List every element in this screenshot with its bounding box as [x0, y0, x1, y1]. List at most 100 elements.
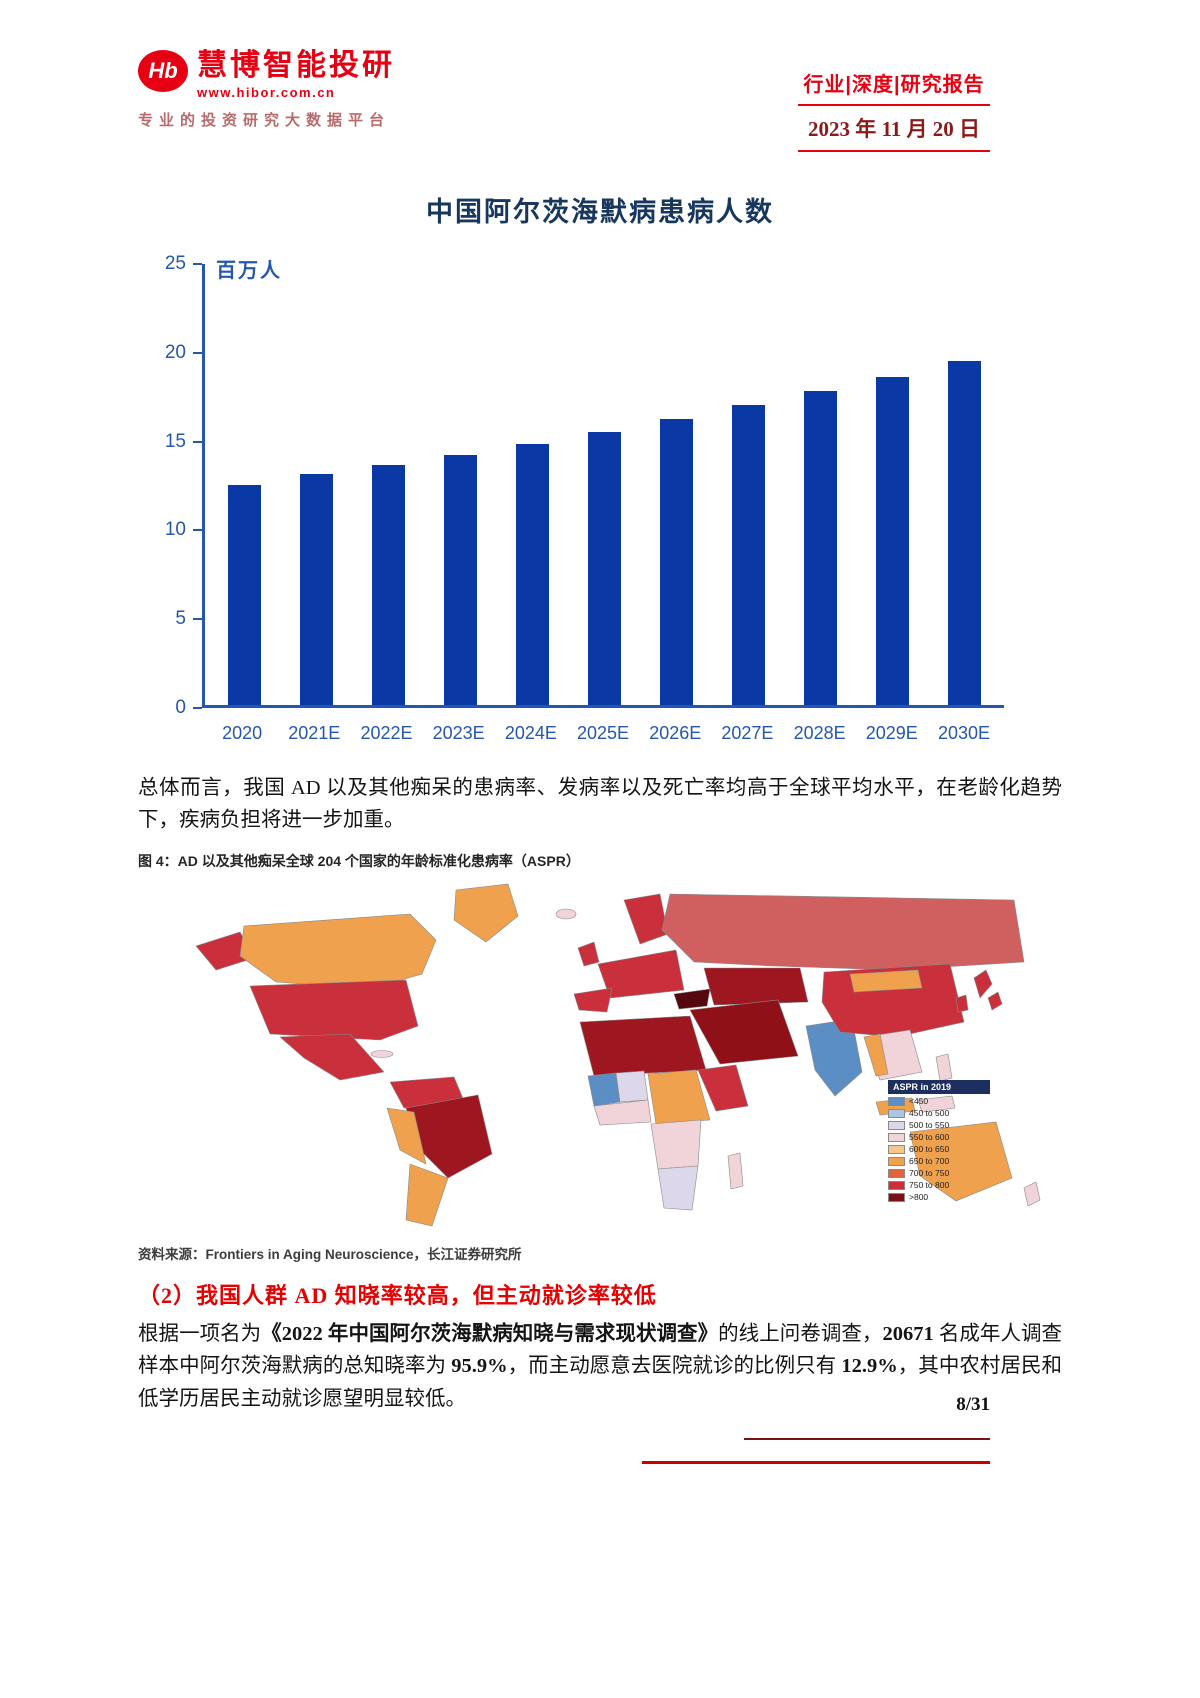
- x-tick-label: 2023E: [432, 723, 485, 743]
- bar-column: [856, 264, 928, 705]
- map-legend-row: 650 to 700: [888, 1156, 990, 1166]
- bar-column: [353, 264, 425, 705]
- bar-column: [784, 264, 856, 705]
- bar: [516, 443, 550, 705]
- bar-column: [281, 264, 353, 705]
- bar-column: [640, 264, 712, 705]
- x-tick-label: 2028E: [793, 723, 846, 743]
- report-date: 2023 年 11 月 20 日: [807, 117, 981, 141]
- map-legend-swatch: [888, 1096, 905, 1106]
- body-text: ，其中农村居民和低学历居民主动就诊愿望明显较低。: [138, 1355, 1063, 1410]
- y-tick-mark: [193, 707, 202, 709]
- footer-rule-thick: [642, 1461, 990, 1464]
- map-legend-row: 450 to 500: [888, 1108, 990, 1118]
- intro-paragraph: 总体而言，我国 AD 以及其他痴呆的患病率、发病率以及死亡率均高于全球平均水平，…: [138, 777, 1062, 832]
- bar: [372, 465, 406, 705]
- map-legend: ASPR in 2019 <450 450 to 500 500 to 550 550…: [888, 1080, 990, 1202]
- bar: [947, 361, 981, 705]
- bar: [228, 484, 262, 705]
- bar: [875, 376, 909, 705]
- hibor-logo-icon: Hb: [138, 50, 188, 92]
- body-text-bold: 95.9%: [451, 1355, 508, 1378]
- map-legend-label: 600 to 650: [909, 1144, 950, 1154]
- x-tick-label: 2024E: [504, 723, 557, 743]
- map-legend-label: >800: [909, 1192, 929, 1202]
- map-legend-items: <450 450 to 500 500 to 550 550 to 600 600 to…: [888, 1096, 990, 1202]
- map-legend-label: 550 to 600: [909, 1132, 950, 1142]
- world-map-figure: ASPR in 2019 <450 450 to 500 500 to 550 550…: [138, 874, 1062, 1230]
- bar-column: [209, 264, 281, 705]
- bar: [731, 405, 765, 705]
- chart-unit-label: 百万人: [216, 260, 282, 282]
- map-legend-swatch: [888, 1120, 905, 1130]
- bar-group: [205, 264, 1004, 705]
- bar: [803, 391, 837, 705]
- logo-name: 慧博智能投研: [197, 49, 395, 82]
- logo-texts: 慧博智能投研 www.hibor.com.cn: [197, 50, 395, 100]
- x-tick-label: 2026E: [649, 723, 702, 743]
- map-legend-swatch: [888, 1156, 905, 1166]
- logo-url: www.hibor.com.cn: [197, 84, 336, 100]
- x-tick-label: 2022E: [360, 723, 413, 743]
- source-line: 资料来源：Frontiers in Aging Neuroscience，长江证…: [138, 1247, 522, 1262]
- y-tick-label: 0: [175, 697, 186, 718]
- bar-column: [569, 264, 641, 705]
- world-map: [195, 883, 1041, 1227]
- map-legend-swatch: [888, 1108, 905, 1118]
- bar: [444, 454, 478, 705]
- x-tick-label: 2030E: [937, 723, 990, 743]
- header-divider-top: [798, 104, 990, 106]
- logo: Hb 慧博智能投研 www.hibor.com.cn: [138, 50, 395, 100]
- map-legend-label: <450: [909, 1096, 929, 1106]
- body-text: 的线上问卷调查，: [718, 1323, 883, 1345]
- page-number: 8/31: [956, 1394, 990, 1415]
- map-legend-title: ASPR in 2019: [888, 1080, 990, 1094]
- x-tick-label: 2020: [222, 723, 263, 743]
- x-axis-labels: 2020 2021E 2022E 2023E 2024E 2025E 2026E 2027E 2…: [202, 723, 1004, 744]
- body-text-bold: 12.9%: [841, 1355, 898, 1378]
- map-legend-row: 700 to 750: [888, 1168, 990, 1178]
- bar: [659, 419, 693, 705]
- y-tick-label: 5: [175, 608, 186, 630]
- y-axis: 0 5 10 15 20 25: [150, 253, 202, 718]
- bar: [587, 431, 621, 705]
- figure-caption: 图 4：AD 以及其他痴呆全球 204 个国家的年龄标准化患病率（ASPR）: [138, 853, 580, 869]
- body-text: 根据一项名为: [138, 1323, 262, 1345]
- x-tick-label: 2029E: [865, 723, 918, 743]
- alzheimers-bar-chart: 百万人 0 5 10 15 20 25 2020 2021E 2022E 2023E 2024E 2…: [150, 248, 1008, 756]
- map-legend-row: >800: [888, 1192, 990, 1202]
- map-legend-row: 550 to 600: [888, 1132, 990, 1142]
- plot-area: [202, 264, 1004, 708]
- page-header-left: Hb 慧博智能投研 www.hibor.com.cn 专业的投资研究大数据平台: [138, 50, 395, 130]
- y-tick-label: 20: [164, 341, 186, 363]
- body-text-bold: 《2022 年中国阿尔茨海默病知晓与需求现状调查》: [261, 1323, 719, 1345]
- map-legend-row: <450: [888, 1096, 990, 1106]
- y-tick-label: 25: [164, 253, 186, 274]
- y-tick-mark: [193, 263, 202, 265]
- body-text: ，而主动愿意去医院就诊的比例只有: [507, 1355, 842, 1378]
- header-divider-bottom: [798, 150, 990, 152]
- bar-column: [425, 264, 497, 705]
- x-tick-label: 2021E: [288, 723, 341, 743]
- map-legend-swatch: [888, 1144, 905, 1154]
- map-legend-label: 500 to 550: [909, 1120, 950, 1130]
- map-legend-label: 750 to 800: [909, 1180, 950, 1190]
- map-legend-swatch: [888, 1180, 905, 1190]
- map-legend-label: 700 to 750: [909, 1168, 950, 1178]
- section-body: 根据一项名为《2022 年中国阿尔茨海默病知晓与需求现状调查》的线上问卷调查，2…: [138, 1318, 1062, 1415]
- map-legend-row: 500 to 550: [888, 1120, 990, 1130]
- y-tick-label: 15: [164, 430, 186, 452]
- section-heading: （2）我国人群 AD 知晓率较高，但主动就诊率较低: [138, 1283, 657, 1308]
- map-legend-row: 600 to 650: [888, 1144, 990, 1154]
- y-tick-mark: [193, 529, 202, 532]
- y-tick-label: 10: [164, 519, 186, 541]
- y-tick-mark: [193, 618, 202, 621]
- bar: [300, 473, 334, 705]
- bar-column: [712, 264, 784, 705]
- x-tick-label: 2027E: [721, 723, 774, 743]
- y-tick-mark: [193, 351, 202, 354]
- y-tick-mark: [193, 440, 202, 443]
- report-type-tags: 行业|深度|研究报告: [803, 74, 985, 96]
- body-text: 名成年人调查样本中阿尔茨海默病的总知晓率为: [138, 1323, 1063, 1378]
- body-text-bold: 20671: [882, 1323, 934, 1345]
